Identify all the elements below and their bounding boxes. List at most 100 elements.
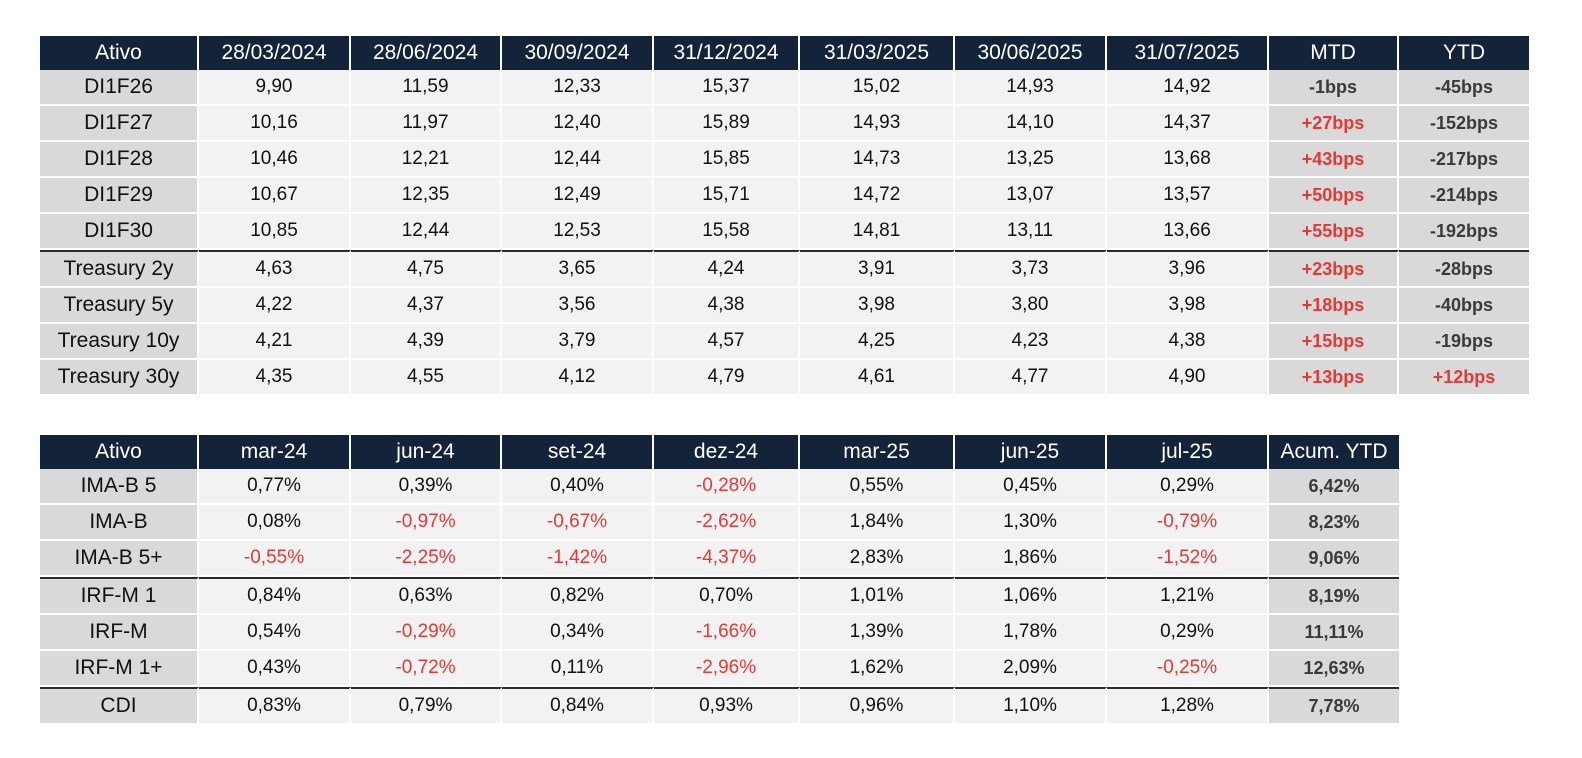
value-cell: 10,67 (199, 178, 351, 214)
value-cell: 11,59 (351, 70, 502, 106)
value-cell: 12,53 (502, 214, 654, 250)
asset-name-cell: CDI (40, 687, 199, 725)
table-row: DI1F26 9,90 11,59 12,33 15,37 15,02 14,93 14,92… (40, 70, 1529, 106)
header-cell: YTD (1399, 36, 1529, 70)
asset-name-cell: DI1F29 (40, 178, 199, 214)
value-cell: 4,79 (654, 360, 800, 396)
value-cell: 3,98 (800, 288, 955, 324)
value-cell: -2,62% (654, 505, 800, 541)
value-cell: 3,91 (800, 250, 955, 288)
value-cell: 4,23 (955, 324, 1107, 360)
ytd-change-cell: -214bps (1399, 178, 1529, 214)
header-cell: Ativo (40, 36, 199, 70)
value-cell: 13,07 (955, 178, 1107, 214)
value-cell: 12,35 (351, 178, 502, 214)
table-row: IRF-M 1+ 0,43% -0,72% 0,11% -2,96% 1,62% 2,09%… (40, 651, 1399, 687)
value-cell: 0,77% (199, 469, 351, 505)
table-row: CDI 0,83% 0,79% 0,84% 0,93% 0,96% 1,10% 1,28% 7,… (40, 687, 1399, 725)
asset-name-cell: IMA-B (40, 505, 199, 541)
value-cell: 1,84% (800, 505, 955, 541)
value-cell: 15,85 (654, 142, 800, 178)
value-cell: 1,28% (1107, 687, 1269, 725)
value-cell: 12,44 (502, 142, 654, 178)
mtd-change-cell: +18bps (1269, 288, 1399, 324)
value-cell: 15,58 (654, 214, 800, 250)
value-cell: 3,98 (1107, 288, 1269, 324)
accumulated-ytd-cell: 11,11% (1269, 615, 1399, 651)
header-cell: Acum. YTD (1269, 435, 1399, 469)
table-row: DI1F30 10,85 12,44 12,53 15,58 14,81 13,11 13,6… (40, 214, 1529, 250)
value-cell: 13,57 (1107, 178, 1269, 214)
value-cell: 4,24 (654, 250, 800, 288)
value-cell: 0,93% (654, 687, 800, 725)
value-cell: 0,82% (502, 577, 654, 615)
mtd-change-cell: +13bps (1269, 360, 1399, 396)
value-cell: 12,49 (502, 178, 654, 214)
table-row: Treasury 30y 4,35 4,55 4,12 4,79 4,61 4,77 4,90… (40, 360, 1529, 396)
value-cell: 0,29% (1107, 469, 1269, 505)
value-cell: 0,29% (1107, 615, 1269, 651)
header-cell: Ativo (40, 435, 199, 469)
value-cell: -0,97% (351, 505, 502, 541)
asset-name-cell: DI1F28 (40, 142, 199, 178)
value-cell: 0,40% (502, 469, 654, 505)
value-cell: 4,21 (199, 324, 351, 360)
value-cell: 14,93 (800, 106, 955, 142)
value-cell: -0,79% (1107, 505, 1269, 541)
mtd-change-cell: +27bps (1269, 106, 1399, 142)
value-cell: 13,11 (955, 214, 1107, 250)
ytd-change-cell: -19bps (1399, 324, 1529, 360)
value-cell: -1,52% (1107, 541, 1269, 577)
asset-name-cell: IRF-M 1 (40, 577, 199, 615)
value-cell: 12,40 (502, 106, 654, 142)
value-cell: 1,10% (955, 687, 1107, 725)
ytd-change-cell: +12bps (1399, 360, 1529, 396)
ytd-change-cell: -217bps (1399, 142, 1529, 178)
value-cell: 1,39% (800, 615, 955, 651)
header-cell: jul-25 (1107, 435, 1269, 469)
value-cell: 3,73 (955, 250, 1107, 288)
header-cell: 31/03/2025 (800, 36, 955, 70)
header-cell: mar-25 (800, 435, 955, 469)
ytd-change-cell: -192bps (1399, 214, 1529, 250)
header-cell: 28/06/2024 (351, 36, 502, 70)
value-cell: 0,43% (199, 651, 351, 687)
value-cell: 0,70% (654, 577, 800, 615)
value-cell: 15,37 (654, 70, 800, 106)
value-cell: 14,37 (1107, 106, 1269, 142)
value-cell: 11,97 (351, 106, 502, 142)
header-cell: jun-25 (955, 435, 1107, 469)
header-cell: MTD (1269, 36, 1399, 70)
value-cell: 0,45% (955, 469, 1107, 505)
table-row: DI1F28 10,46 12,21 12,44 15,85 14,73 13,25 13,6… (40, 142, 1529, 178)
value-cell: 0,11% (502, 651, 654, 687)
value-cell: 0,54% (199, 615, 351, 651)
table-row: IRF-M 1 0,84% 0,63% 0,82% 0,70% 1,01% 1,06% 1,2… (40, 577, 1399, 615)
value-cell: 0,55% (800, 469, 955, 505)
asset-name-cell: IRF-M 1+ (40, 651, 199, 687)
mtd-change-cell: +43bps (1269, 142, 1399, 178)
value-cell: 3,96 (1107, 250, 1269, 288)
mtd-change-cell: +55bps (1269, 214, 1399, 250)
value-cell: 4,38 (1107, 324, 1269, 360)
value-cell: 14,72 (800, 178, 955, 214)
accumulated-ytd-cell: 12,63% (1269, 651, 1399, 687)
asset-name-cell: Treasury 5y (40, 288, 199, 324)
value-cell: 14,92 (1107, 70, 1269, 106)
value-cell: 13,66 (1107, 214, 1269, 250)
value-cell: 14,10 (955, 106, 1107, 142)
value-cell: -0,72% (351, 651, 502, 687)
header-cell: 31/07/2025 (1107, 36, 1269, 70)
asset-name-cell: IRF-M (40, 615, 199, 651)
table-row: IRF-M 0,54% -0,29% 0,34% -1,66% 1,39% 1,78% 0,2… (40, 615, 1399, 651)
value-cell: 3,80 (955, 288, 1107, 324)
value-cell: -0,29% (351, 615, 502, 651)
header-cell: 28/03/2024 (199, 36, 351, 70)
returns-table-header-row: Ativo mar-24 jun-24 set-24 dez-24 mar-25 jun-2… (40, 435, 1399, 469)
ytd-change-cell: -45bps (1399, 70, 1529, 106)
value-cell: 1,62% (800, 651, 955, 687)
value-cell: 4,75 (351, 250, 502, 288)
value-cell: 13,68 (1107, 142, 1269, 178)
value-cell: 0,83% (199, 687, 351, 725)
value-cell: -0,67% (502, 505, 654, 541)
